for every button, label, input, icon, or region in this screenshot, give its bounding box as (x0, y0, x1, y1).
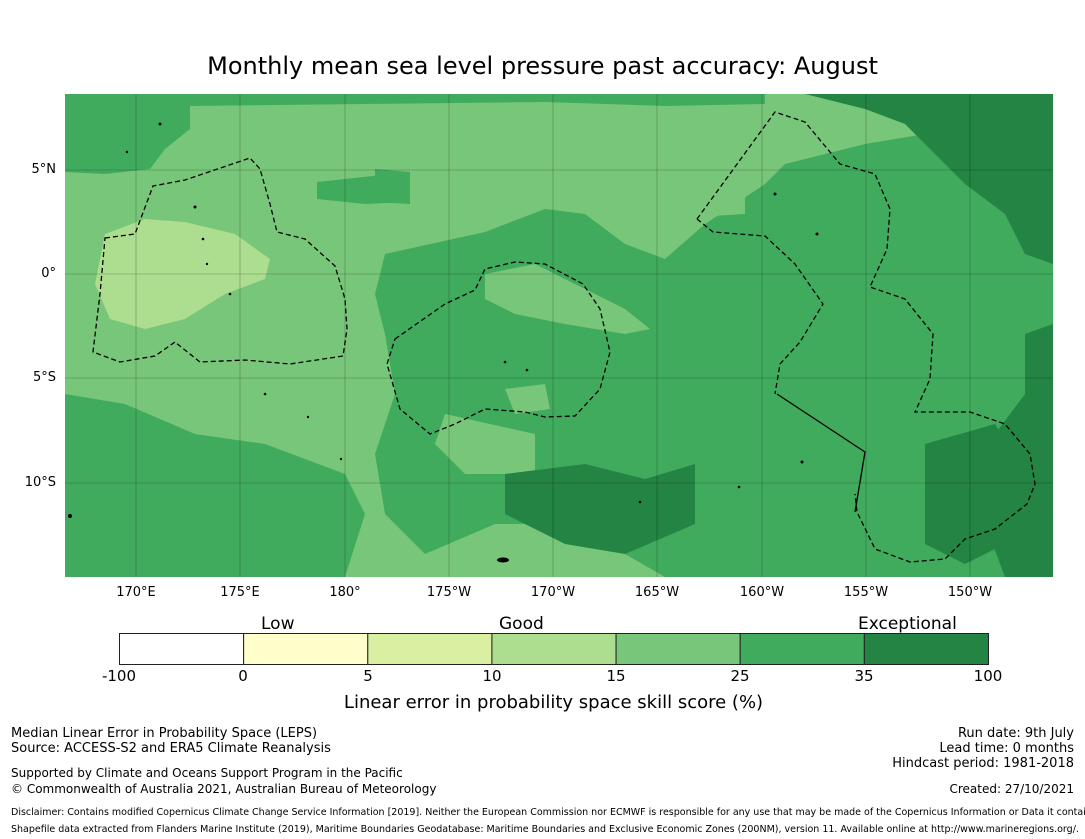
zone-25-35 (65, 94, 1053, 577)
map-title: Monthly mean sea level pressure past acc… (207, 52, 878, 80)
footer-support: Supported by Climate and Oceans Support … (11, 766, 403, 780)
lon-label-155w: 155°W (843, 585, 889, 600)
colorbar-tick: 25 (730, 667, 750, 685)
eez-solid-segment (776, 393, 866, 513)
lead-time: Lead time: 0 months (939, 741, 1074, 756)
region-pocket-center (485, 264, 650, 334)
region-southeast (925, 424, 1025, 564)
eez-boundaries (92, 111, 1036, 563)
colorbar-bin (367, 633, 493, 665)
shapefile-credit: Shapefile data extracted from Flanders M… (11, 824, 1079, 835)
run-date: Run date: 9th July (957, 726, 1074, 741)
island (737, 485, 741, 489)
lat-label-0: 0° (41, 266, 56, 281)
region-northeast (805, 94, 1053, 264)
region-lower-left (65, 394, 365, 577)
colorbar-bin (119, 633, 245, 665)
island (158, 122, 162, 126)
zone-10-15 (95, 219, 270, 329)
island (201, 237, 205, 241)
zone-35-100 (505, 94, 1053, 577)
island (193, 205, 197, 209)
region-center (375, 134, 1053, 577)
region-pocket-south (505, 384, 550, 414)
region-small-1 (375, 169, 410, 204)
colorbar-tick: -100 (101, 667, 137, 685)
region-top-strip (190, 94, 765, 106)
footer-copyright: © Commonwealth of Australia 2021, Austra… (11, 782, 437, 796)
category-low: Low (261, 614, 295, 634)
eez-east (696, 111, 1036, 563)
colorbar-tick: 10 (482, 667, 502, 685)
island (815, 232, 819, 236)
disclaimer: Disclaimer: Contains modified Copernicus… (11, 807, 1085, 818)
region-pocket-southwest (435, 414, 535, 474)
eez-center (386, 261, 611, 435)
graticule (65, 94, 1053, 577)
island (306, 415, 310, 419)
lon-label-175e: 175°E (220, 585, 260, 600)
created-date: Created: 27/10/2021 (949, 782, 1074, 796)
island (773, 192, 777, 196)
colorbar-bin (243, 633, 369, 665)
lon-label-170e: 170°E (116, 585, 156, 600)
colorbar-tick: 100 (973, 667, 1003, 685)
colorbar-label: Linear error in probability space skill … (343, 692, 764, 713)
lon-label-180: 180° (329, 585, 361, 600)
colorbar-bin (863, 633, 989, 665)
region-south-center (505, 464, 695, 554)
hindcast-period: Hindcast period: 1981-2018 (892, 756, 1074, 771)
lat-label-5s: 5°S (32, 370, 56, 385)
island (205, 262, 209, 266)
eez-east-inner (696, 218, 824, 395)
island (638, 500, 642, 504)
region-top-left (65, 94, 190, 174)
colorbar-tick: 15 (606, 667, 626, 685)
region-pocket-top-center (625, 189, 745, 219)
colorbar-bin (739, 633, 865, 665)
lon-label-150w: 150°W (947, 585, 993, 600)
colorbar-bin (491, 633, 617, 665)
lat-label-5n: 5°N (31, 162, 57, 177)
island (228, 292, 232, 296)
footer-source: Source: ACCESS-S2 and ERA5 Climate Reana… (11, 741, 331, 756)
island (339, 457, 343, 461)
lon-label-165w: 165°W (634, 585, 680, 600)
lon-label-175w: 175°W (426, 585, 472, 600)
category-exceptional: Exceptional (858, 614, 957, 634)
colorbar (119, 633, 989, 665)
eez-west (92, 157, 348, 365)
zone-15-25-pockets (435, 189, 745, 474)
island (263, 392, 267, 396)
footer-method: Median Linear Error in Probability Space… (11, 726, 318, 741)
lat-label-10s: 10°S (24, 475, 56, 490)
island (525, 368, 529, 372)
lon-label-170w: 170°W (530, 585, 576, 600)
colorbar-tick: 35 (854, 667, 874, 685)
lon-label-160w: 160°W (739, 585, 785, 600)
skill-map (65, 94, 1053, 577)
colorbar-bin (615, 633, 741, 665)
island (125, 150, 129, 154)
islands (68, 122, 819, 563)
category-good: Good (499, 614, 544, 634)
region-west-light (95, 219, 270, 329)
island (68, 514, 72, 518)
island (497, 557, 509, 563)
island (800, 460, 804, 464)
colorbar-tick: 0 (238, 667, 248, 685)
colorbar-tick: 5 (363, 667, 373, 685)
island (503, 360, 507, 364)
